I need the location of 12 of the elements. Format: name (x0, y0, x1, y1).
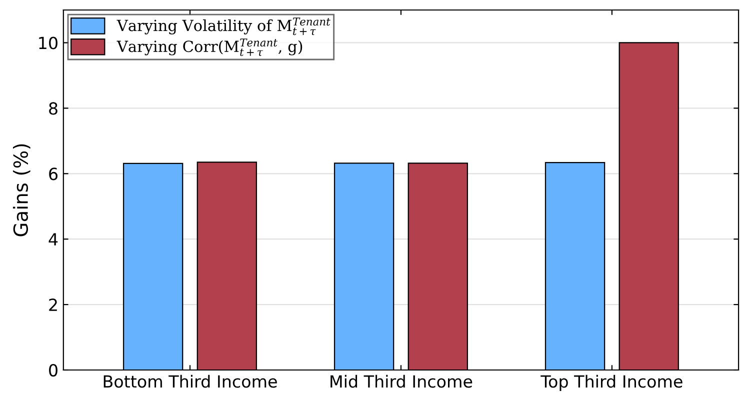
text: Varying Corr(M$^{Tenant}$$_{t+τ}$, g) (116, 38, 302, 56)
y-axis-title: Gains (%) (12, 144, 30, 236)
y-tick-label: 10 (39, 36, 58, 50)
y-tick-label: 4 (48, 233, 58, 246)
y-tick-label: 8 (49, 102, 58, 115)
y-tick-label: 0 (49, 364, 58, 377)
x-tick-label: Top Third Income (540, 374, 682, 391)
x-tick-label: Bottom Third Income (104, 374, 277, 388)
legend-label: Varying Volatility of M$^{Tenant}$$_{t+τ}$ (116, 18, 330, 36)
x-tick-label: Mid Third Income (330, 374, 472, 388)
y-tick-label: 6 (49, 168, 58, 180)
y-tick-label: 2 (49, 298, 57, 311)
